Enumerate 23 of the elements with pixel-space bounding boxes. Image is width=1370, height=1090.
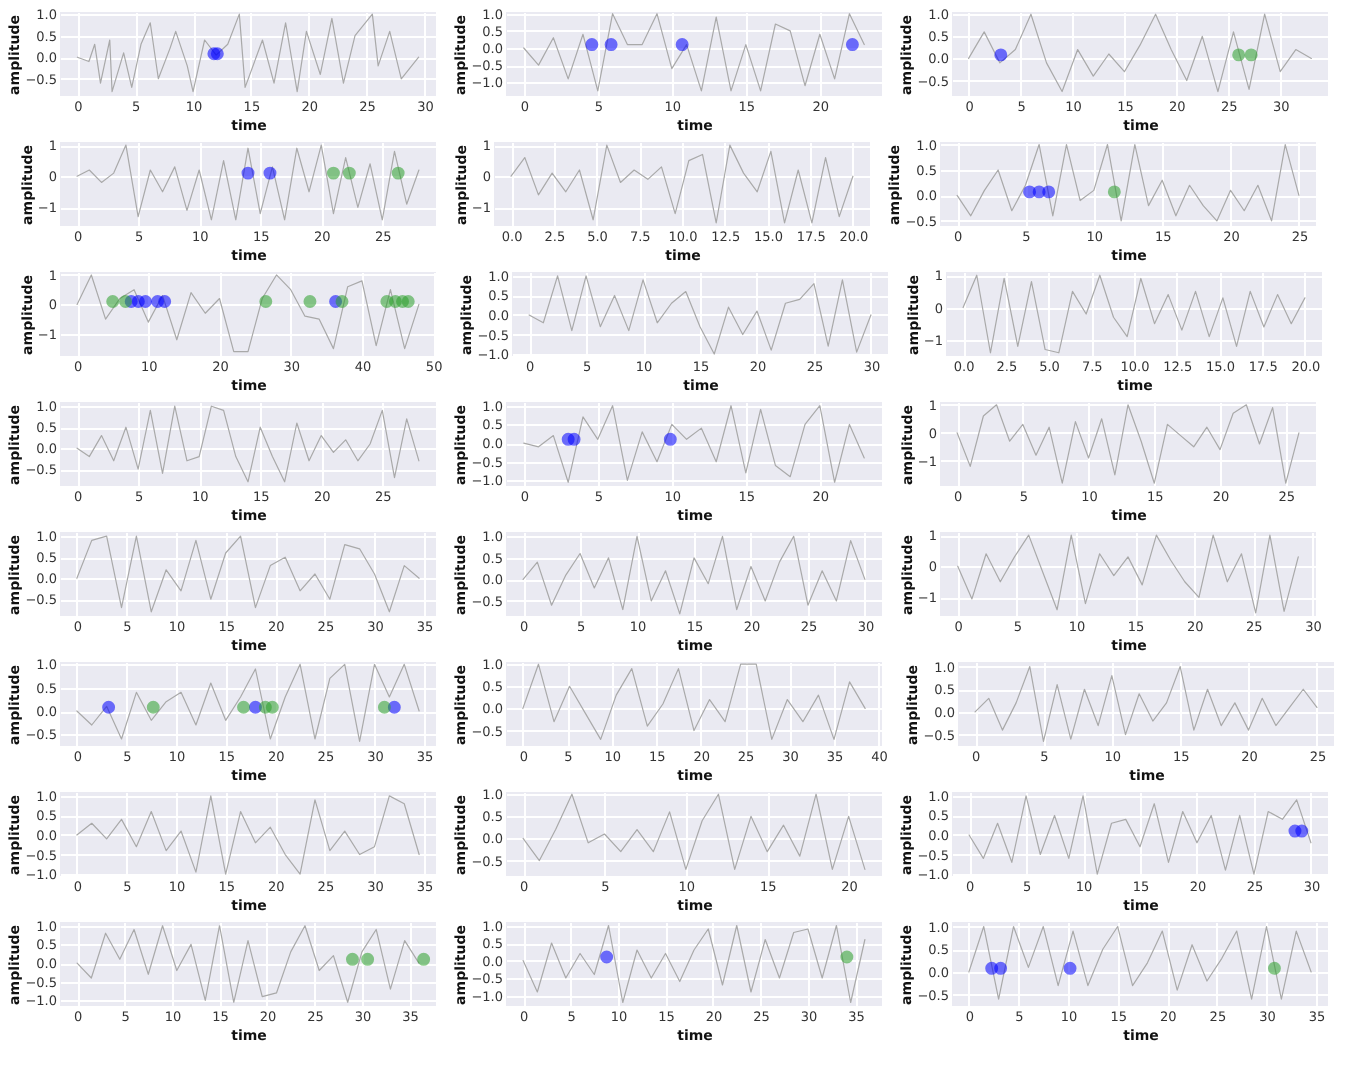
line-series: [76, 405, 420, 483]
line-series: [968, 795, 1312, 875]
line-series: [522, 663, 866, 740]
line-series: [522, 924, 866, 1004]
line-series: [962, 274, 1306, 354]
line-series: [522, 535, 866, 615]
line-series: [76, 274, 420, 353]
line-series: [523, 13, 865, 92]
line-series: [968, 925, 1312, 1000]
line-series: [974, 665, 1318, 743]
line-series: [968, 13, 1312, 93]
line-series: [76, 144, 420, 221]
line-series: [528, 275, 872, 355]
line-series: [76, 663, 420, 742]
line-series: [76, 795, 420, 875]
line-series: [523, 405, 865, 483]
line-series: [957, 534, 1299, 614]
line-series: [76, 535, 420, 613]
line-series: [76, 13, 420, 93]
line-series: [522, 793, 866, 870]
line-series: [510, 144, 854, 224]
line-series: [956, 404, 1300, 484]
line-series: [956, 143, 1300, 222]
